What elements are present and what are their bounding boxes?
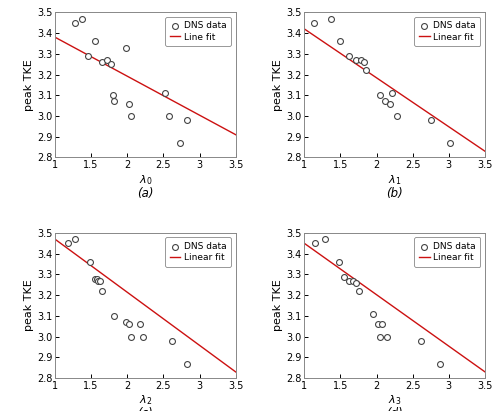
DNS data [71,236,79,242]
DNS data [98,288,106,294]
DNS data [340,273,348,280]
Text: (a): (a) [137,187,154,199]
DNS data [78,15,86,22]
DNS data [362,67,370,74]
DNS data [71,19,79,26]
DNS data [122,319,130,326]
DNS data [136,321,144,328]
DNS data [310,19,318,26]
DNS data [165,113,173,119]
Text: (d): (d) [386,407,403,411]
DNS data [90,275,98,282]
DNS data [320,236,328,242]
DNS data [345,53,353,59]
DNS data [345,277,353,284]
Legend: DNS data, Linear fit: DNS data, Linear fit [414,17,480,46]
Y-axis label: peak TKE: peak TKE [24,59,34,111]
DNS data [96,277,104,284]
Legend: DNS data, Line fit: DNS data, Line fit [165,17,231,46]
DNS data [352,279,360,286]
DNS data [436,360,444,367]
Y-axis label: peak TKE: peak TKE [274,279,283,331]
Text: (b): (b) [386,187,403,199]
DNS data [336,38,344,45]
DNS data [110,98,118,105]
DNS data [374,321,382,328]
DNS data [84,53,92,59]
DNS data [168,337,176,344]
DNS data [94,277,102,284]
DNS data [93,275,101,282]
DNS data [446,140,454,146]
DNS data [360,59,368,65]
DNS data [139,333,147,340]
DNS data [418,337,426,344]
DNS data [108,61,116,67]
X-axis label: $\lambda_{1}$: $\lambda_{1}$ [388,173,402,187]
DNS data [427,117,435,123]
DNS data [86,259,94,265]
DNS data [327,15,335,22]
DNS data [369,311,377,317]
DNS data [350,277,358,284]
DNS data [110,313,118,319]
Text: (c): (c) [138,407,153,411]
DNS data [161,90,169,97]
DNS data [182,360,190,367]
DNS data [376,92,384,99]
DNS data [90,38,98,45]
DNS data [382,98,390,105]
DNS data [356,57,364,63]
Y-axis label: peak TKE: peak TKE [24,279,34,331]
DNS data [109,92,117,99]
DNS data [378,321,386,328]
DNS data [127,113,135,119]
DNS data [384,333,392,340]
DNS data [352,57,360,63]
DNS data [64,240,72,247]
DNS data [176,140,184,146]
DNS data [103,57,111,63]
DNS data [376,333,384,340]
DNS data [393,113,401,119]
Y-axis label: peak TKE: peak TKE [274,59,283,111]
X-axis label: $\lambda_{0}$: $\lambda_{0}$ [138,173,152,187]
DNS data [124,100,132,107]
Legend: DNS data, Linear fit: DNS data, Linear fit [414,238,480,267]
DNS data [127,333,135,340]
DNS data [388,90,396,97]
DNS data [311,240,319,247]
X-axis label: $\lambda_{2}$: $\lambda_{2}$ [138,394,152,407]
X-axis label: $\lambda_{3}$: $\lambda_{3}$ [388,394,402,407]
Legend: DNS data, Linear fit: DNS data, Linear fit [165,238,231,267]
DNS data [335,259,343,265]
DNS data [122,44,130,51]
DNS data [124,321,132,328]
DNS data [386,100,394,107]
DNS data [354,288,362,294]
DNS data [98,59,106,65]
DNS data [182,117,190,123]
